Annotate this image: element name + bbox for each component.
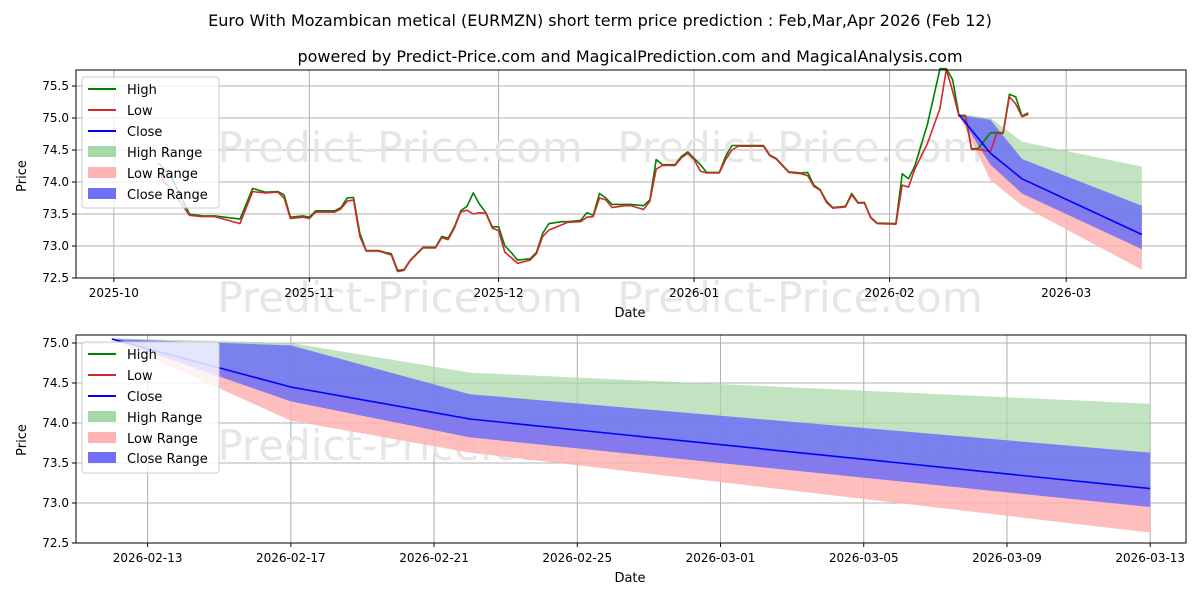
top-legend-low-range-label: Low Range [127,167,198,182]
top-watermark-bottom-left: Predict-Price.com [217,273,582,322]
top-legend-low-range-swatch [88,167,116,178]
top-high-line [157,67,1029,272]
top-y-tick-label: 74.0 [42,175,69,189]
top-y-axis-label: Price [15,160,30,192]
top-x-tick-label: 2026-02 [865,286,915,300]
chart-subtitle: powered by Predict-Price.com and Magical… [297,47,962,66]
bottom-legend-box [81,341,220,474]
bottom-legend-close-range-swatch [88,452,116,463]
bottom-y-ticks: 72.5 73.0 73.5 74.0 74.5 75.0 [42,336,76,550]
bottom-x-tick-label: 2026-03-09 [972,551,1042,565]
bottom-y-axis-label: Price [15,424,30,456]
bottom-legend: High Low Close High Range Low Range Clos… [81,341,220,474]
bottom-x-tick-label: 2026-02-21 [399,551,469,565]
top-y-tick-label: 72.5 [42,271,69,285]
top-y-tick-label: 73.5 [42,207,69,221]
top-x-tick-label: 2026-03 [1041,286,1091,300]
top-legend-box [81,76,220,209]
bottom-legend-close-label: Close [127,390,162,405]
top-legend-low-label: Low [127,104,153,119]
bottom-x-tick-label: 2026-02-25 [542,551,612,565]
top-close-range-band [959,114,1142,250]
bottom-legend-low-label: Low [127,369,153,384]
top-legend-high-range-label: High Range [127,146,202,161]
top-y-tick-label: 75.5 [42,79,69,93]
bottom-y-tick-label: 73.0 [42,496,69,510]
bottom-legend-high-range-label: High Range [127,411,202,426]
top-legend-high-range-swatch [88,146,116,157]
top-y-tick-label: 73.0 [42,239,69,253]
bottom-close-range-band [111,339,1151,507]
bottom-x-tick-label: 2026-03-05 [829,551,899,565]
top-legend-close-range-label: Close Range [127,188,208,203]
bottom-y-tick-label: 74.0 [42,416,69,430]
bottom-y-tick-label: 73.5 [42,456,69,470]
top-watermark-right: Predict-Price.com [617,123,982,172]
top-legend-high-label: High [127,83,157,98]
top-low-line [157,68,1029,273]
top-series-lines [157,67,1143,273]
bottom-legend-low-range-label: Low Range [127,432,198,447]
top-legend-close-label: Close [127,125,162,140]
top-plot-frame [75,69,1187,279]
top-x-axis-label: Date [614,306,645,321]
top-x-tick-label: 2025-12 [473,286,523,300]
bottom-y-tick-label: 72.5 [42,536,69,550]
top-close-line [958,114,1143,236]
bottom-y-tick-label: 74.5 [42,376,69,390]
top-y-ticks: 72.5 73.0 73.5 74.0 74.5 75.0 75.5 [42,79,76,285]
bottom-y-tick-label: 75.0 [42,336,69,350]
top-x-ticks: 2025-10 2025-11 2025-12 2026-01 2026-02 2026-… [89,278,1091,300]
top-x-tick-label: 2025-10 [89,286,139,300]
bottom-legend-high-range-swatch [88,411,116,422]
chart-title: Euro With Mozambican metical (EURMZN) sh… [208,11,992,30]
bottom-panel: Predict-Price.com Predict-Price.com 2026… [15,334,1187,586]
top-panel: Predict-Price.com Predict-Price.com Pred… [15,67,1187,322]
top-watermark-bottom-right: Predict-Price.com [617,273,982,322]
bottom-legend-high-label: High [127,348,157,363]
bottom-x-tick-label: 2026-03-13 [1115,551,1185,565]
bottom-x-tick-label: 2026-02-17 [256,551,326,565]
bottom-plot-frame [75,334,1187,544]
bottom-x-tick-label: 2026-03-01 [686,551,756,565]
bottom-x-ticks: 2026-02-13 2026-02-17 2026-02-21 2026-02-25… [113,543,1185,565]
top-y-tick-label: 75.0 [42,111,69,125]
bottom-legend-close-range-label: Close Range [127,452,208,467]
top-y-tick-label: 74.5 [42,143,69,157]
top-legend: High Low Close High Range Low Range Clos… [81,76,220,209]
top-watermark-left: Predict-Price.com [217,123,582,172]
top-legend-close-range-swatch [88,188,116,199]
top-x-tick-label: 2025-11 [284,286,334,300]
bottom-x-axis-label: Date [614,571,645,586]
bottom-x-tick-label: 2026-02-13 [113,551,183,565]
top-x-tick-label: 2026-01 [669,286,719,300]
bottom-legend-low-range-swatch [88,432,116,443]
